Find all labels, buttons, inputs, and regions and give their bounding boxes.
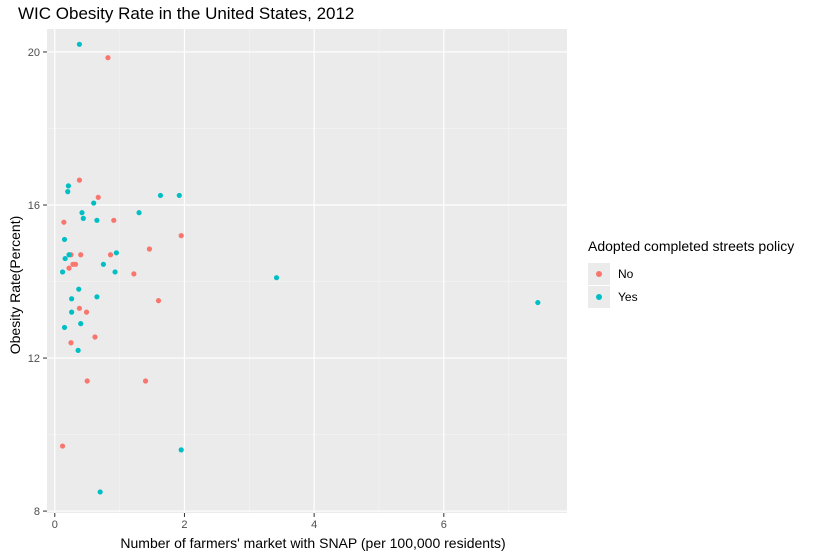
point-yes-5 bbox=[91, 200, 97, 206]
point-no-6 bbox=[146, 246, 153, 252]
point-yes-7 bbox=[136, 210, 142, 216]
point-no-18 bbox=[68, 340, 74, 346]
point-no-3 bbox=[61, 219, 67, 225]
legend-title: Adopted completed streets policy bbox=[588, 238, 795, 254]
point-no-1 bbox=[76, 177, 83, 183]
point-yes-0 bbox=[76, 41, 83, 47]
point-yes-1 bbox=[65, 183, 71, 189]
legend-item-yes: Yes bbox=[588, 285, 794, 308]
point-yes-22 bbox=[69, 309, 75, 315]
point-yes-23 bbox=[78, 321, 84, 327]
y-tick-label-2: 16 bbox=[28, 200, 40, 212]
point-no-8 bbox=[78, 252, 84, 258]
point-yes-18 bbox=[76, 286, 82, 292]
point-no-16 bbox=[83, 309, 90, 315]
legend-item-no: No bbox=[588, 262, 794, 285]
legend-label-yes: Yes bbox=[618, 289, 638, 304]
legend-key-no bbox=[588, 262, 610, 285]
point-no-11 bbox=[72, 261, 79, 267]
point-yes-8 bbox=[80, 215, 86, 221]
point-no-13 bbox=[131, 271, 137, 277]
point-yes-2 bbox=[65, 189, 71, 195]
y-tick-label-1: 12 bbox=[28, 353, 40, 365]
point-yes-27 bbox=[97, 489, 103, 495]
point-yes-3 bbox=[157, 192, 164, 199]
point-yes-9 bbox=[94, 217, 100, 223]
point-yes-13 bbox=[62, 255, 68, 262]
point-no-2 bbox=[95, 194, 101, 200]
y-tick-label-0: 8 bbox=[34, 506, 40, 518]
point-yes-4 bbox=[176, 192, 182, 199]
point-yes-24 bbox=[61, 324, 68, 331]
point-yes-14 bbox=[100, 261, 107, 267]
point-no-12 bbox=[66, 265, 72, 271]
x-axis-label: Number of farmers' market with SNAP (per… bbox=[120, 535, 506, 551]
point-yes-16 bbox=[59, 269, 66, 275]
point-yes-25 bbox=[75, 347, 81, 353]
y-axis-label: Obesity Rate(Percent) bbox=[7, 215, 23, 355]
legend-key-yes bbox=[588, 285, 610, 308]
point-yes-17 bbox=[273, 275, 280, 281]
point-yes-21 bbox=[535, 299, 541, 306]
x-tick-label-2: 4 bbox=[311, 519, 317, 531]
point-yes-26 bbox=[178, 447, 184, 453]
legend-dot-no bbox=[596, 270, 602, 277]
point-no-20 bbox=[142, 378, 149, 384]
point-no-15 bbox=[76, 305, 83, 311]
y-tick-label-3: 20 bbox=[28, 47, 40, 59]
x-tick-label-1: 2 bbox=[181, 519, 187, 531]
plot-panel bbox=[47, 29, 567, 513]
point-no-0 bbox=[105, 55, 111, 61]
point-yes-20 bbox=[69, 296, 75, 302]
point-no-17 bbox=[92, 334, 98, 340]
point-no-21 bbox=[59, 443, 66, 449]
legend: Adopted completed streets policy No Yes bbox=[588, 238, 794, 308]
point-yes-19 bbox=[94, 294, 100, 300]
point-no-14 bbox=[155, 298, 162, 304]
point-yes-11 bbox=[113, 250, 119, 256]
point-yes-15 bbox=[112, 269, 118, 275]
point-no-5 bbox=[178, 233, 184, 239]
chart-title: WIC Obesity Rate in the United States, 2… bbox=[18, 4, 355, 23]
legend-label-no: No bbox=[618, 266, 634, 281]
x-tick-label-0: 0 bbox=[52, 519, 58, 531]
point-yes-12 bbox=[66, 252, 72, 258]
point-no-19 bbox=[84, 378, 90, 384]
x-tick-label-3: 6 bbox=[441, 519, 447, 531]
point-yes-6 bbox=[79, 210, 85, 216]
legend-dot-yes bbox=[596, 293, 602, 300]
point-yes-10 bbox=[61, 236, 68, 243]
point-no-4 bbox=[111, 217, 117, 223]
point-no-9 bbox=[107, 252, 114, 258]
